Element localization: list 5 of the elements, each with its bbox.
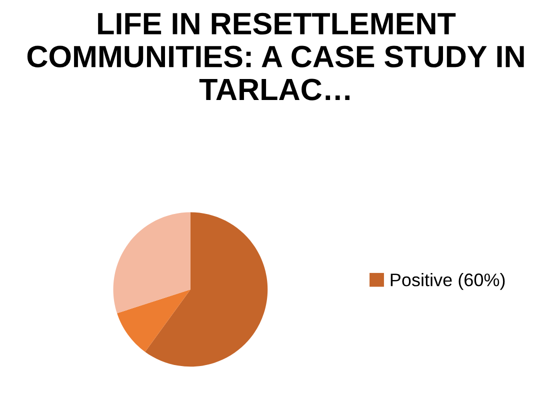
pie-slice — [113, 212, 190, 314]
pie-slice — [117, 289, 190, 352]
legend-label: Positive (60%) — [390, 273, 505, 290]
pie-slice — [145, 212, 268, 367]
chart-title: LIFE IN RESETTLEMENT COMMUNITIES: A CASE STUDY IN TARLAC… — [27, 12, 524, 100]
